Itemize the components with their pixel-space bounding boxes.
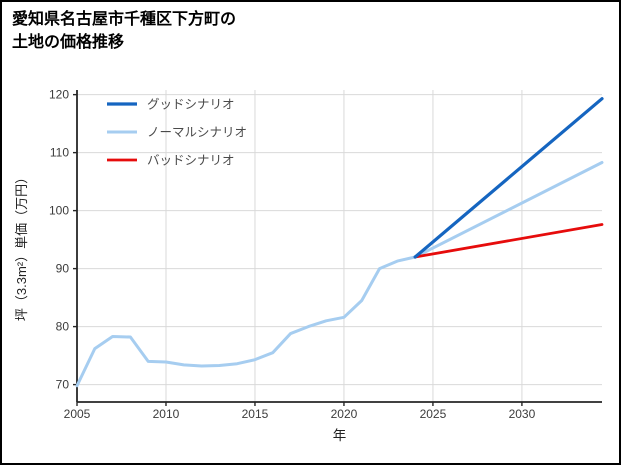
page-title: 愛知県名古屋市千種区下方町の 土地の価格推移 (12, 8, 236, 54)
y-tick-label: 90 (56, 262, 70, 276)
x-tick-label: 2005 (64, 407, 91, 421)
legend-label-bad: バッドシナリオ (147, 154, 235, 168)
x-axis-label: 年 (333, 428, 347, 443)
legend-label-good: グッドシナリオ (147, 98, 235, 112)
page-title-line-1: 愛知県名古屋市千種区下方町の (12, 11, 237, 28)
x-tick-label: 2015 (242, 407, 269, 421)
x-tick-label: 2020 (331, 407, 358, 421)
series-line-normal (75, 160, 604, 388)
series-line-bad (413, 223, 604, 259)
y-axis-label: 坪（3.3m²）単価（万円） (14, 171, 29, 321)
page-title-line-2: 土地の価格推移 (12, 34, 125, 52)
grid (76, 90, 602, 402)
y-tick-label: 110 (50, 146, 69, 160)
x-tick-label: 2010 (153, 407, 180, 421)
x-tick-label: 2025 (420, 407, 447, 421)
series-line-good (413, 97, 604, 259)
y-tick-label: 120 (49, 88, 69, 102)
y-tick-label: 70 (56, 378, 70, 392)
x-tick-label: 2030 (509, 407, 536, 421)
y-tick-label: 100 (49, 204, 69, 218)
legend-label-normal: ノーマルシナリオ (147, 126, 247, 140)
y-tick-label: 80 (56, 320, 70, 334)
